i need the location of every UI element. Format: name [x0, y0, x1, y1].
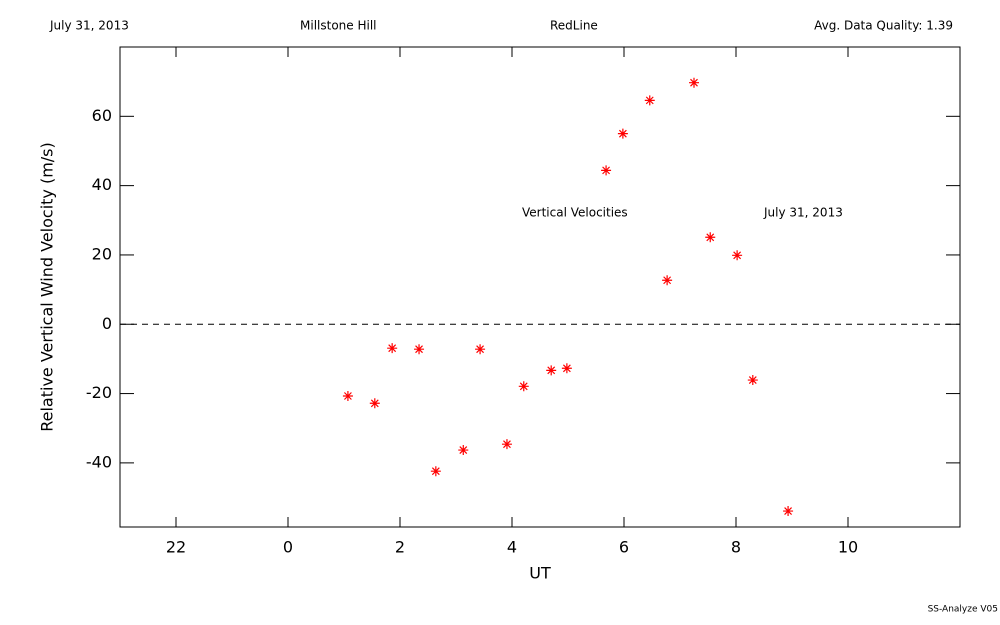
point: [369, 398, 380, 409]
point: [475, 344, 486, 355]
point: [561, 363, 572, 374]
header-quality: Avg. Data Quality: 1.39: [814, 19, 953, 33]
point: [601, 165, 612, 176]
point: [732, 250, 743, 261]
point: [414, 344, 425, 355]
point: [518, 381, 529, 392]
annotation: Vertical Velocities: [522, 206, 628, 220]
x-tick-label: 0: [283, 538, 293, 557]
x-tick-label: 6: [619, 538, 629, 557]
footer: SS-Analyze V05: [928, 605, 998, 615]
point: [689, 77, 699, 88]
point: [342, 390, 353, 401]
point: [783, 506, 794, 517]
header-site: Millstone Hill: [300, 19, 376, 33]
x-tick-label: 22: [166, 538, 186, 557]
point: [546, 365, 557, 376]
x-tick-label: 8: [731, 538, 741, 557]
y-tick-label: 40: [92, 175, 112, 194]
x-tick-label: 2: [395, 538, 405, 557]
x-tick-label: 10: [838, 538, 858, 557]
point: [662, 275, 673, 286]
y-tick-label: 60: [92, 106, 112, 125]
y-tick-label: 20: [92, 244, 112, 263]
point: [387, 343, 398, 354]
x-tick-label: 4: [507, 538, 517, 557]
x-axis-label: UT: [529, 564, 551, 583]
header-date: July 31, 2013: [49, 19, 129, 33]
y-tick-label: -40: [86, 452, 112, 471]
y-axis-label: Relative Vertical Wind Velocity (m/s): [38, 142, 57, 432]
point: [644, 95, 655, 106]
point: [430, 466, 441, 477]
point: [458, 445, 469, 456]
header-line: RedLine: [550, 19, 598, 33]
point: [617, 128, 628, 139]
point: [705, 232, 716, 243]
y-tick-label: 0: [102, 314, 112, 333]
y-tick-label: -20: [86, 383, 112, 402]
point: [747, 375, 758, 386]
plot-frame: [119, 46, 961, 528]
point: [501, 439, 512, 450]
annotation: July 31, 2013: [763, 206, 843, 220]
